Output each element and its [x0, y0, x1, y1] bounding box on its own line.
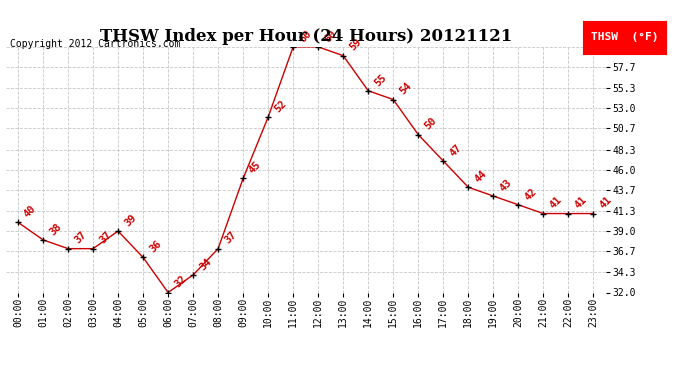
Text: 45: 45	[247, 160, 263, 176]
Text: 37: 37	[97, 230, 113, 246]
Text: 60: 60	[297, 28, 313, 44]
Text: 34: 34	[197, 256, 213, 272]
Text: 60: 60	[322, 28, 338, 44]
Text: 54: 54	[397, 81, 413, 97]
Text: 47: 47	[447, 142, 463, 158]
Text: 42: 42	[522, 186, 538, 202]
Text: 36: 36	[147, 239, 163, 255]
Text: 41: 41	[547, 195, 563, 211]
Text: 37: 37	[72, 230, 88, 246]
Text: 52: 52	[273, 98, 288, 114]
Text: 43: 43	[497, 177, 513, 193]
Text: 55: 55	[373, 72, 388, 88]
Text: 32: 32	[172, 274, 188, 290]
Text: 38: 38	[47, 221, 63, 237]
Title: THSW Index per Hour (24 Hours) 20121121: THSW Index per Hour (24 Hours) 20121121	[99, 28, 512, 45]
Text: 50: 50	[422, 116, 438, 132]
Text: 37: 37	[222, 230, 238, 246]
Text: 40: 40	[22, 204, 38, 219]
Text: 39: 39	[122, 212, 138, 228]
Text: 41: 41	[573, 195, 589, 211]
Text: Copyright 2012 Cartronics.com: Copyright 2012 Cartronics.com	[10, 39, 181, 50]
Text: THSW  (°F): THSW (°F)	[591, 33, 658, 42]
Text: 41: 41	[598, 195, 613, 211]
Text: 44: 44	[473, 168, 489, 184]
Text: 59: 59	[347, 37, 363, 53]
